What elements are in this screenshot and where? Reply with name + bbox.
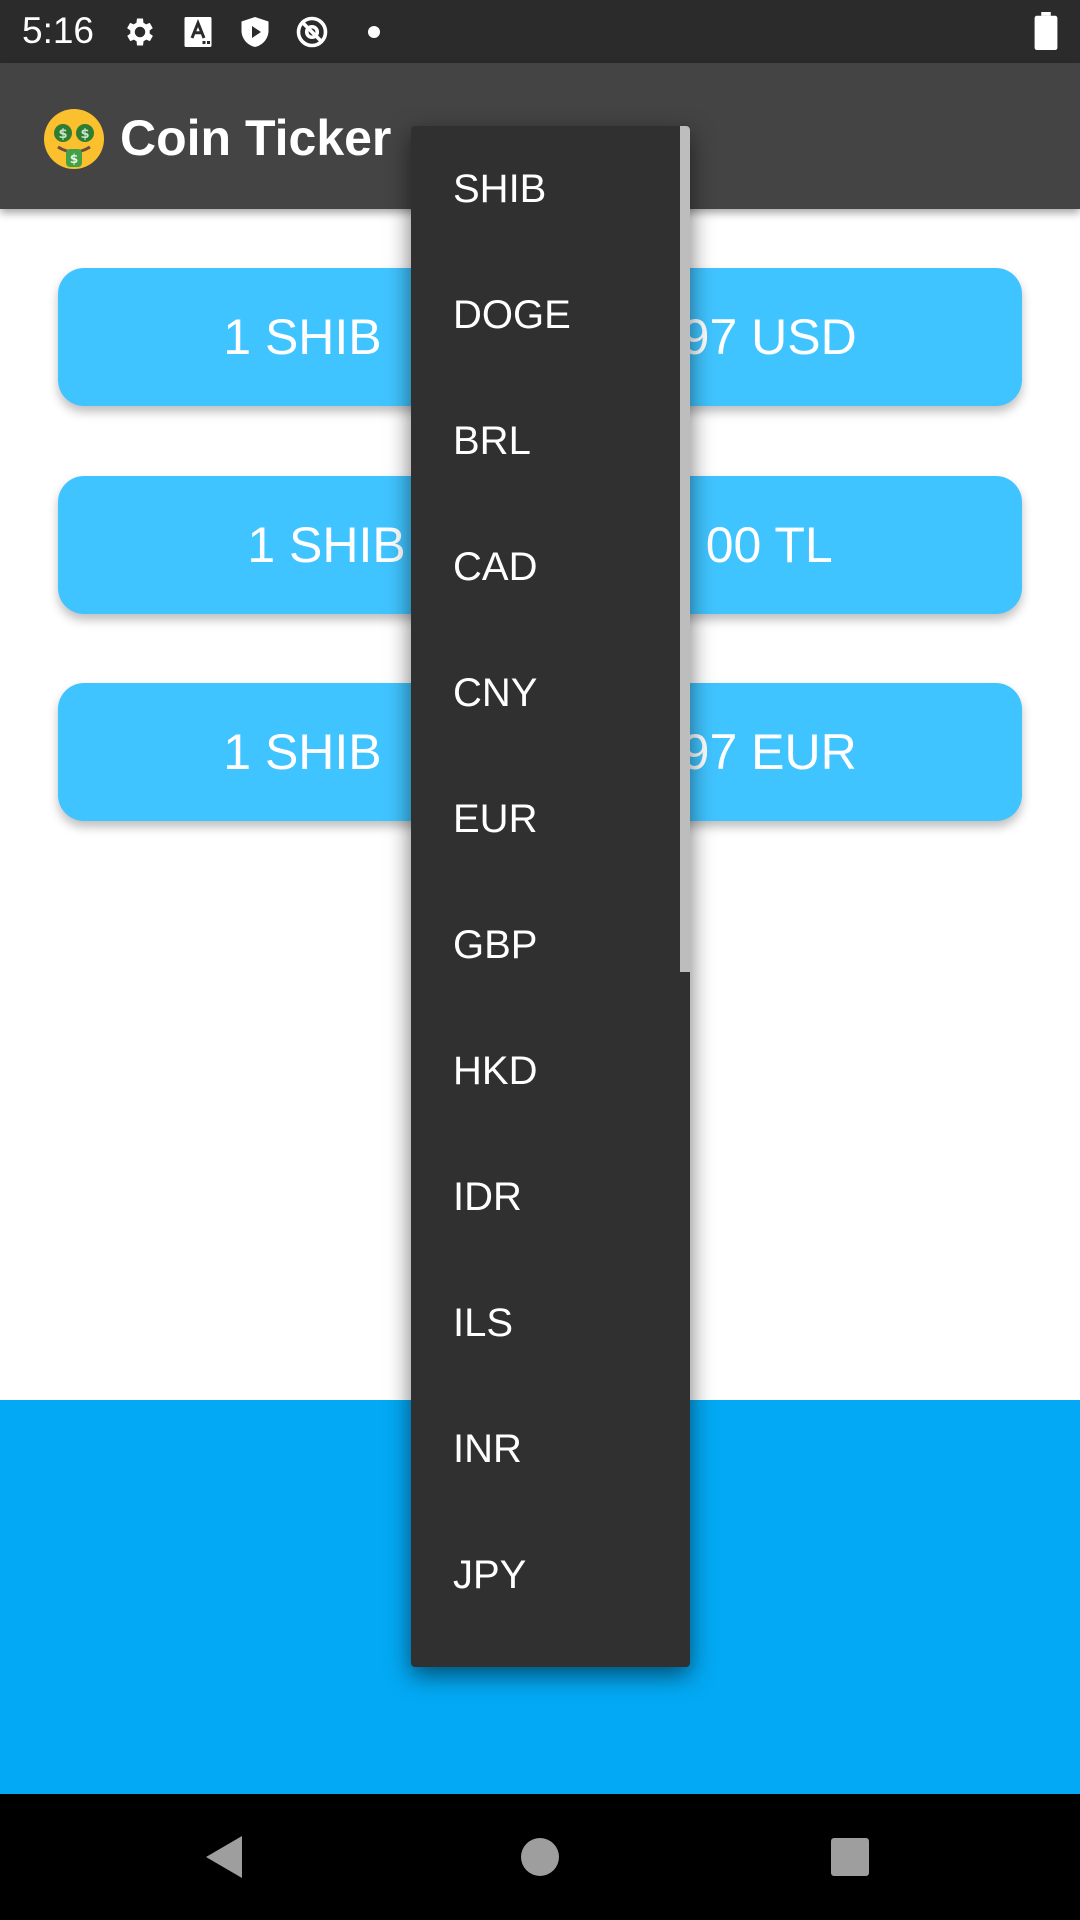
dropdown-item-shib[interactable]: SHIB <box>453 166 547 211</box>
status-bar: 5:16 <box>0 0 1080 63</box>
gear-icon <box>127 18 153 46</box>
at-sign-off-icon <box>296 16 328 48</box>
rate-card-value: 00 TL <box>705 517 833 573</box>
svg-text:$: $ <box>80 127 89 142</box>
currency-dropdown[interactable]: SHIB DOGE BRL CAD CNY EUR GBP HKD IDR IL… <box>411 126 690 1667</box>
battery-icon <box>1034 12 1058 50</box>
dropdown-item-idr[interactable]: IDR <box>453 1174 522 1219</box>
dropdown-item-eur[interactable]: EUR <box>453 796 538 841</box>
rate-card-value: 97 USD <box>681 309 857 365</box>
dropdown-item-doge[interactable]: DOGE <box>453 292 571 337</box>
dropdown-item-cad[interactable]: CAD <box>453 544 538 589</box>
dropdown-item-jpy[interactable]: JPY <box>453 1552 527 1597</box>
dropdown-item-hkd[interactable]: HKD <box>453 1048 538 1093</box>
rate-card-base: 1 SHIB <box>247 517 406 573</box>
dropdown-item-brl[interactable]: BRL <box>453 418 531 463</box>
rate-card-value: 97 EUR <box>681 724 857 780</box>
dot-icon <box>368 26 380 38</box>
rate-card-base: 1 SHIB <box>223 309 382 365</box>
shield-play-icon <box>241 17 269 47</box>
dropdown-item-ils[interactable]: ILS <box>453 1300 514 1345</box>
dropdown-scrollbar[interactable] <box>680 126 690 972</box>
home-icon[interactable] <box>507 1824 573 1890</box>
dropdown-item-cny[interactable]: CNY <box>453 670 538 715</box>
svg-text:$: $ <box>70 152 78 166</box>
dropdown-item-gbp[interactable]: GBP <box>453 922 538 967</box>
back-icon[interactable] <box>192 1824 258 1890</box>
navigation-bar <box>0 1794 1080 1920</box>
rate-card-base: 1 SHIB <box>223 724 382 780</box>
app-title: Coin Ticker <box>120 110 392 166</box>
font-a-icon <box>184 17 212 47</box>
dropdown-item-inr[interactable]: INR <box>453 1426 522 1471</box>
money-mouth-face-icon: $ $ $ <box>44 109 104 169</box>
svg-text:$: $ <box>58 127 67 142</box>
status-time: 5:16 <box>22 10 95 51</box>
recents-icon[interactable] <box>817 1824 883 1890</box>
